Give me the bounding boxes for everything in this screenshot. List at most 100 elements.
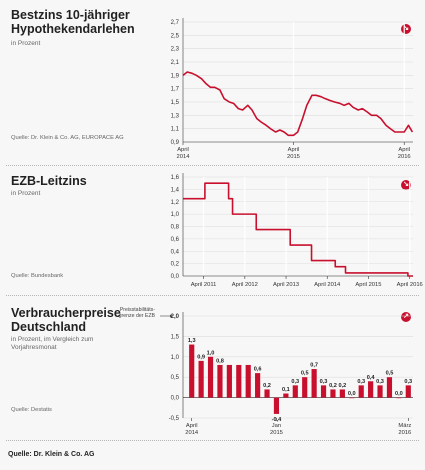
x-tick-label: April 2013 [273,282,299,288]
bar [358,385,364,398]
y-tick-label: 1,0 [171,355,180,361]
arrow-up-right-icon: ↗ [401,312,411,322]
arrow-down-right-icon: ↘ [401,24,411,34]
bar-value-label: 0,5 [386,371,394,377]
y-tick-label: 0,2 [171,262,180,268]
y-tick-label: 2,5 [171,33,180,39]
x-tick-label: April 2011 [191,282,217,288]
bar [236,364,242,398]
y-tick-label: 1,2 [171,200,180,206]
bar [386,377,393,398]
bar-value-label: 0,3 [291,379,299,385]
bar-value-label: 0,3 [357,379,365,385]
bar [283,393,289,398]
x-tick-label: Jan 2015 [270,423,283,436]
panel-subtitle: in Prozent [11,190,41,197]
y-tick-label: 1,5 [171,100,180,106]
panel-source: Quelle: Destatis [11,407,52,413]
bar-value-label: 1,0 [207,350,215,356]
bar [377,385,383,398]
bar-value-label: -0,4 [272,417,283,423]
bar-value-label: 0,7 [310,363,318,369]
x-tick-label: April 2016 [398,147,411,160]
panel-title: EZB-Leitzins [11,174,87,188]
bar [217,364,223,398]
bar [226,364,232,398]
panel-source: Quelle: Dr. Klein & Co. AG, EUROPACE AG [11,135,124,141]
bar-value-label: 0,0 [348,391,356,397]
y-tick-label: 0,8 [171,225,180,231]
bar [405,385,411,398]
bar-value-label: 0,0 [395,391,403,397]
y-tick-label: 1,6 [171,175,180,181]
series-line [183,182,413,277]
panel-subtitle: in Prozent, im Vergleich zum Vorjahresmo… [11,336,94,351]
panel-title: Verbraucherpreise Deutschland [11,306,121,334]
bar [320,385,327,398]
arrow-down-right-icon: ↘ [401,180,411,190]
x-tick-label: April 2014 [177,147,191,160]
y-tick-label: 1,4 [171,187,180,193]
y-tick-label: 1,7 [171,87,180,93]
panel-consumer-prices: Verbraucherpreise Deutschland in Prozent… [0,296,425,438]
panel-source: Quelle: Bundesbank [11,273,64,279]
series-line [182,71,414,137]
y-tick-label: 2,7 [171,20,180,26]
bar [330,389,336,398]
y-tick-label: 2,0 [171,314,180,320]
bar-value-label: 0,5 [301,371,309,377]
bar [245,364,251,398]
y-tick-label: 0,0 [171,274,180,280]
panel-ecb-rate: EZB-Leitzins in Prozent Quelle: Bundesba… [0,166,425,296]
y-tick-label: 1,1 [171,127,180,133]
bar [339,389,345,398]
footer-source: Quelle: Dr. Klein & Co. AG [8,451,95,458]
divider [6,440,419,441]
divider [6,295,419,296]
bar-value-label: 0,4 [367,375,376,381]
y-tick-label: -0,5 [169,416,180,422]
x-tick-label: April 2016 [397,282,423,288]
bar-value-label: 0,9 [197,354,205,360]
bar [292,385,298,398]
y-tick-label: 0,9 [171,140,180,146]
bar [311,369,317,398]
y-tick-label: 1,9 [171,73,180,79]
x-tick-label: April 2012 [232,282,258,288]
bar-value-label: 0,3 [320,379,328,385]
y-tick-label: 0,6 [171,237,180,243]
panel-title: Bestzins 10-jähriger Hypothekendarlehen [11,8,135,36]
chart-ecb-rate: 0,0 0,2 0,4 0,6 0,8 1,0 1,2 1,4 1,6 April 2011 Apr… [171,173,423,288]
y-tick-label: 1,5 [171,334,180,340]
bar-value-label: 0,2 [329,383,337,389]
bar-value-label: 0,3 [376,379,384,385]
chart-consumer-prices: -0,50,00,51,01,52,01,30,91,00,80,60,2-0,… [160,312,413,436]
bar [349,397,355,399]
y-tick-label: 0,4 [171,249,180,255]
ecb-threshold-note: Preisstabilitäts-grenze der EZB [118,307,155,319]
bar [189,344,195,398]
divider [6,165,419,166]
bar [198,360,204,398]
y-tick-label: 1,0 [171,212,180,218]
bar-value-label: 0,8 [216,358,224,364]
y-tick-label: 1,3 [171,113,180,119]
bar [273,397,280,414]
bar [207,356,214,398]
bar-value-label: 0,2 [263,383,271,389]
panel-mortgage-rate: Bestzins 10-jähriger Hypothekendarlehen … [0,0,425,160]
reference-arrowhead [170,314,173,318]
y-tick-label: 2,3 [171,47,180,53]
bar-value-label: 0,3 [404,379,412,385]
x-tick-label: April 2015 [287,147,300,160]
bar [396,397,402,399]
bar [302,377,308,398]
bar-value-label: 0,6 [254,367,262,373]
chart-mortgage-rate: 0,9 1,1 1,3 1,5 1,7 1,9 2,1 2,3 2,5 2,7 April 2014 A… [171,18,414,160]
bar [255,373,261,398]
bar [264,389,270,398]
x-tick-label: April 2014 [185,423,199,436]
x-tick-label: März 2016 [398,423,411,436]
bar-value-label: 0,2 [338,383,346,389]
